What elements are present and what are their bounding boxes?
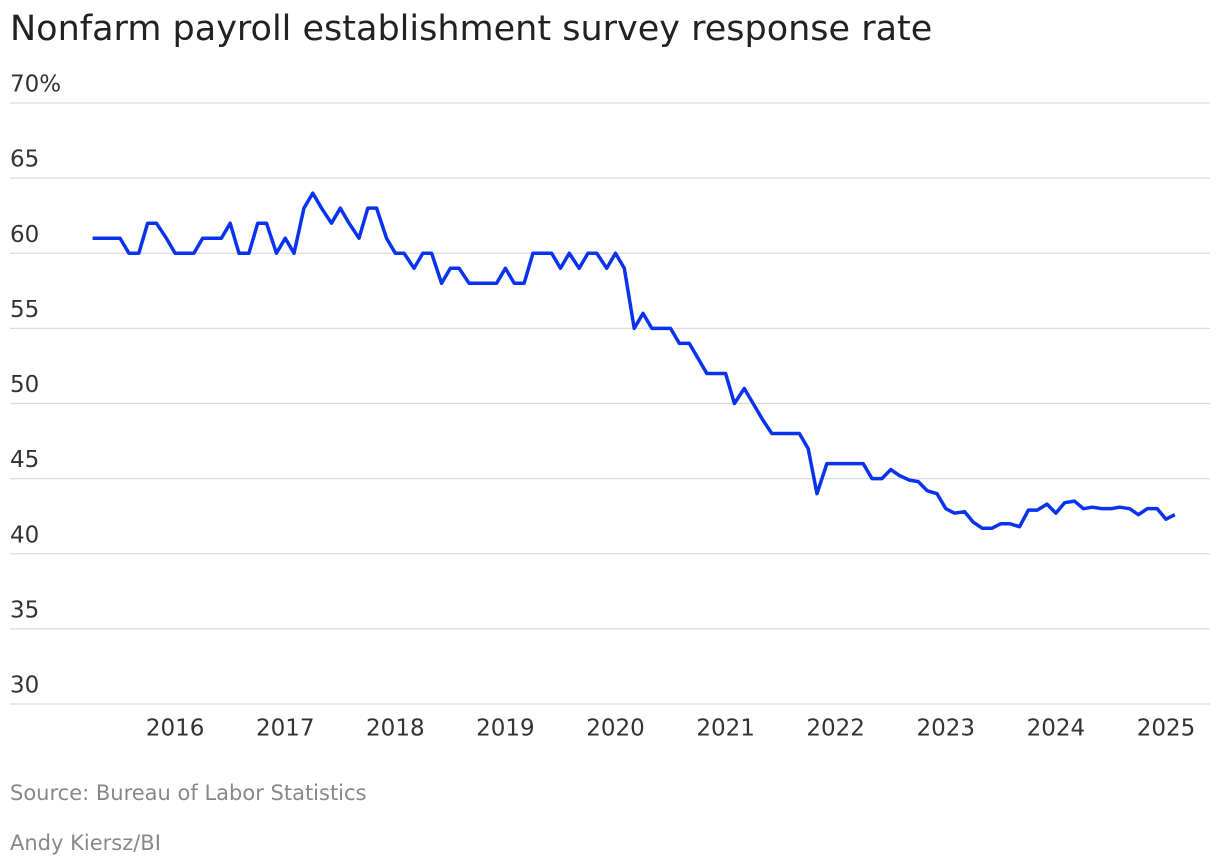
source: Source: Bureau of Labor Statistics [10,781,367,805]
x-tick-label: 2017 [256,716,315,742]
y-tick-label: 55 [10,297,39,323]
y-tick-label: 70% [10,72,61,98]
chart-title: Nonfarm payroll establishment survey res… [10,9,932,49]
x-tick-label: 2022 [806,716,865,742]
y-tick-label: 35 [10,597,39,623]
y-tick-label: 50 [10,372,39,398]
x-tick-label: 2016 [146,716,205,742]
y-tick-label: 30 [10,673,39,699]
credit: Andy Kiersz/BI [10,831,161,855]
y-tick-label: 65 [10,147,39,173]
x-tick-label: 2020 [586,716,645,742]
x-tick-label: 2025 [1137,716,1196,742]
x-tick-label: 2018 [366,716,425,742]
y-tick-label: 40 [10,522,39,548]
y-tick-label: 60 [10,222,39,248]
x-tick-label: 2024 [1027,716,1086,742]
line [92,191,1176,530]
x-tick-label: 2023 [917,716,976,742]
x-tick-label: 2019 [476,716,535,742]
x-tick-label: 2021 [696,716,755,742]
y-tick-label: 45 [10,447,39,473]
